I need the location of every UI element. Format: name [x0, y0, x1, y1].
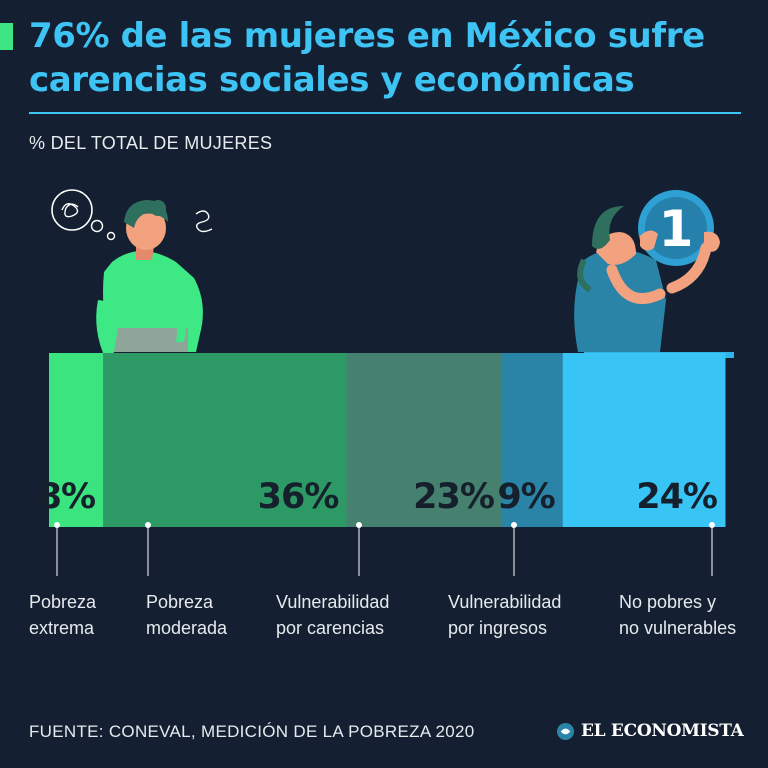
chart-unit-label: % DEL TOTAL DE MUJERES [29, 133, 273, 153]
value-labels: 8% 36% 23% 9% 24% [38, 477, 718, 517]
category-label-2-line-1: Pobreza [146, 592, 214, 612]
bar-segment-4 [501, 353, 564, 527]
source-note: FUENTE: CONEVAL, MEDICIÓN DE LA POBREZA … [29, 722, 475, 741]
title-accent-mark [0, 23, 13, 50]
title-line-2: carencias sociales y económicas [29, 60, 635, 100]
value-label-2: 36% [258, 477, 339, 517]
value-label-5: 24% [636, 477, 717, 517]
bar-segment-3 [346, 353, 503, 527]
category-label-4-line-1: Vulnerabilidad [448, 592, 561, 612]
value-label-1: 8% [38, 477, 95, 517]
page-title: 76% de las mujeres en México sufre caren… [29, 14, 754, 102]
category-label-4-line-2: por ingresos [448, 618, 547, 638]
brand-logo: EL ECONOMISTA [556, 721, 744, 741]
category-label-3-line-2: por carencias [276, 618, 384, 638]
value-label-4: 9% [497, 477, 554, 517]
leader-dot-3 [356, 522, 362, 528]
brand-name: EL ECONOMISTA [581, 721, 744, 741]
leader-dot-1 [54, 522, 60, 528]
category-label-2-line-2: moderada [146, 618, 228, 638]
value-label-3: 23% [413, 477, 494, 517]
category-labels: Pobreza extrema Pobreza moderada Vulnerabili… [29, 592, 736, 638]
title-rule [29, 112, 741, 114]
bar-segment-1 [49, 353, 104, 527]
woman-holding-coin-illustration: 1 [574, 190, 734, 358]
category-label-5-line-2: no vulnerables [619, 618, 736, 638]
bar-segment-2 [103, 353, 347, 527]
el-economista-logo-icon [556, 722, 575, 740]
title-line-1: 76% de las mujeres en México sufre [29, 16, 705, 56]
coin-number: 1 [659, 200, 694, 258]
category-label-1-line-2: extrema [29, 618, 95, 638]
category-label-5-line-1: No pobres y [619, 592, 716, 612]
category-leaders [54, 522, 715, 576]
category-label-3-line-1: Vulnerabilidad [276, 592, 389, 612]
leader-dot-2 [145, 522, 151, 528]
worried-woman-illustration [51, 189, 213, 360]
category-label-1-line-1: Pobreza [29, 592, 97, 612]
bar-segment-5 [562, 353, 726, 527]
bar-segments [49, 353, 726, 527]
leader-dot-4 [511, 522, 517, 528]
leader-dot-5 [709, 522, 715, 528]
